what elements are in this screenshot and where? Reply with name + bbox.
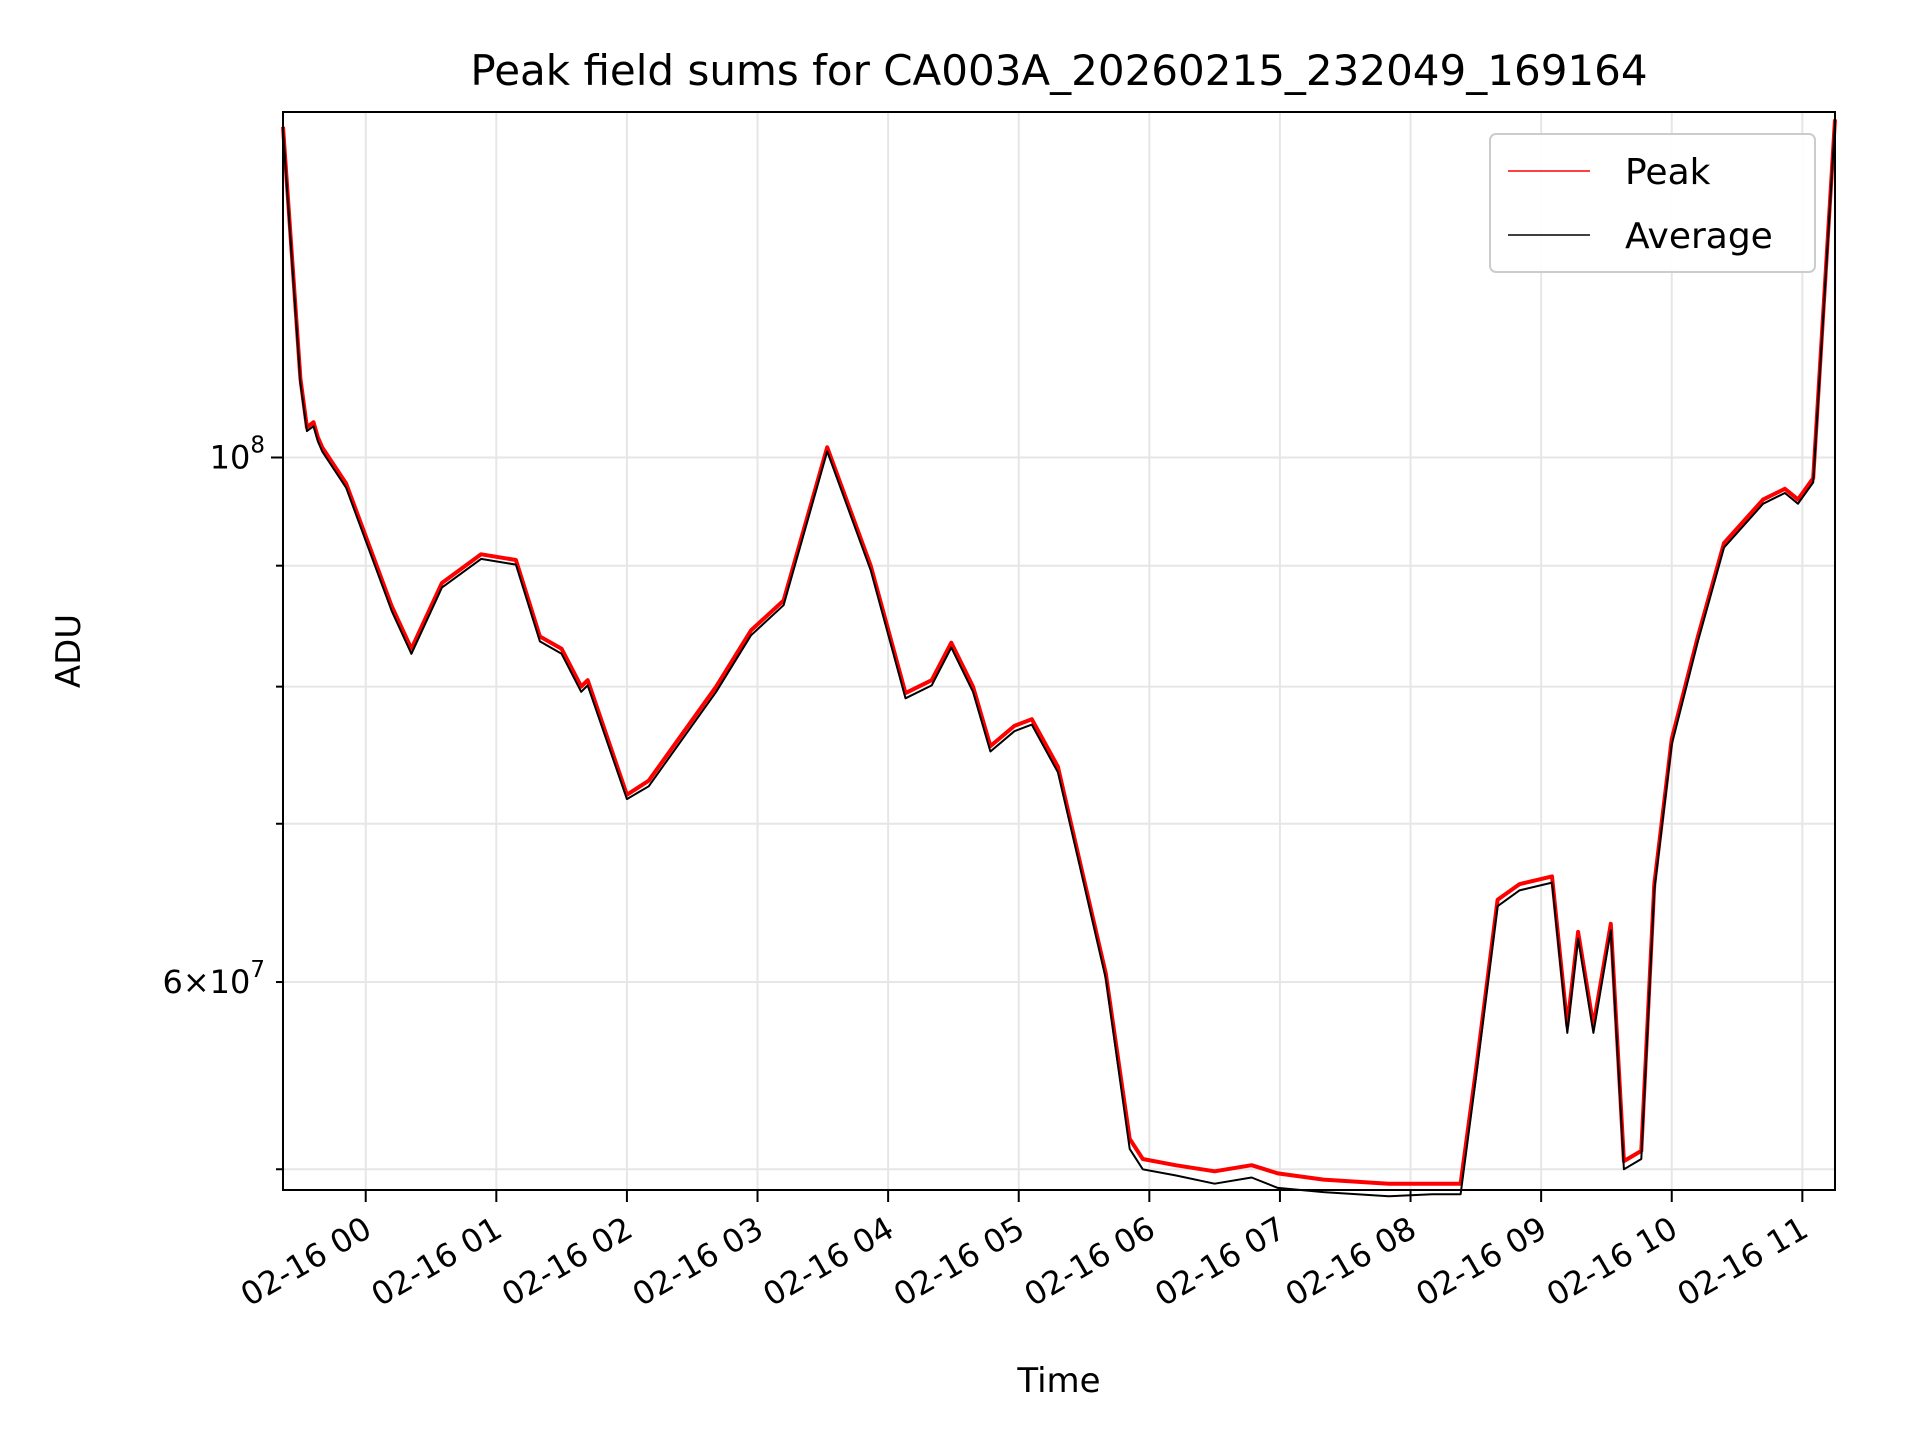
- y-tick-label: 108: [210, 433, 265, 477]
- y-tick-times: ×: [183, 963, 210, 1001]
- y-tick-mantissa: 6: [162, 963, 182, 1001]
- y-tick-label: 6×107: [162, 957, 265, 1001]
- series-lines: [281, 119, 1837, 1198]
- y-tick-base: 10: [210, 439, 251, 477]
- y-tick-exponent: 8: [250, 433, 265, 459]
- chart-title: Peak field sums for CA003A_20260215_2320…: [470, 46, 1647, 95]
- series-line-average: [282, 123, 1836, 1198]
- plot-frame: [282, 111, 1836, 1191]
- legend-label-peak: Peak: [1625, 152, 1711, 193]
- x-axis-label: Time: [1016, 1361, 1100, 1401]
- y-axis-label: ADU: [49, 614, 89, 688]
- y-tick-base: 10: [210, 963, 251, 1001]
- grid: [283, 112, 1835, 1190]
- legend: Peak Average: [1489, 133, 1816, 273]
- y-tick-exponent: 7: [250, 957, 265, 983]
- legend-label-average: Average: [1625, 216, 1773, 257]
- legend-box: [1489, 133, 1816, 273]
